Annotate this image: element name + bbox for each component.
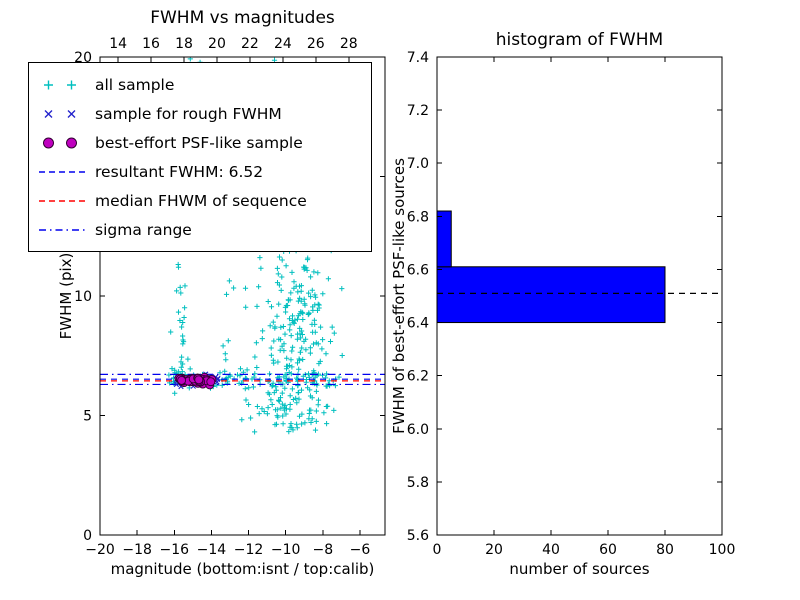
tick-label: 7.4 [407, 50, 429, 66]
tick-label: 7.2 [407, 103, 429, 119]
tick-label: 40 [542, 542, 560, 558]
tick-label: 6.2 [407, 369, 429, 385]
tick-label: −14 [197, 542, 227, 558]
tick-label: 16 [142, 36, 160, 52]
legend-label-rough-fwhm: sample for rough FWHM [95, 104, 282, 123]
x-marker-icon [37, 104, 87, 124]
histogram-plot-area [437, 210, 722, 324]
tick-label: 6.6 [407, 262, 429, 278]
tick-label: 0 [433, 542, 442, 558]
tick-label: 10 [74, 289, 92, 305]
legend-row-sigma-range: sigma range [37, 215, 365, 244]
legend-row-all-sample: all sample [37, 70, 365, 99]
tick-label: 80 [656, 542, 674, 558]
psf-sample-point [206, 377, 216, 387]
tick-label: 100 [709, 542, 736, 558]
legend-row-rough-fwhm: sample for rough FWHM [37, 99, 365, 128]
tick-label: −20 [85, 542, 115, 558]
legend-row-median-fwhm: median FHWM of sequence [37, 186, 365, 215]
tick-label: 26 [307, 36, 325, 52]
legend-row-psf-sample: best-effort PSF-like sample [37, 128, 365, 157]
legend-label-sigma-range: sigma range [95, 220, 192, 239]
tick-label: 20 [208, 36, 226, 52]
tick-label: 7.0 [407, 156, 429, 172]
dashdot-line-icon [37, 220, 87, 240]
tick-label: 22 [241, 36, 259, 52]
tick-label: −18 [122, 542, 152, 558]
scatter-plot-area [100, 57, 385, 435]
tick-label: 18 [175, 36, 193, 52]
tick-label: 60 [599, 542, 617, 558]
plus-marker-icon [37, 75, 87, 95]
legend-row-resultant-fwhm: resultant FWHM: 6.52 [37, 157, 365, 186]
tick-label: 24 [274, 36, 292, 52]
tick-label: 6.4 [407, 316, 429, 332]
tick-label: −10 [271, 542, 301, 558]
legend: all sample sample for rough FWHM best-ef… [28, 62, 372, 252]
psf-sample-point [194, 375, 204, 385]
tick-label: 14 [109, 36, 127, 52]
red-dashed-line-icon [37, 191, 87, 211]
tick-label: −6 [350, 542, 371, 558]
tick-label: 20 [485, 542, 503, 558]
tick-label: −8 [312, 542, 333, 558]
tick-label: −16 [159, 542, 189, 558]
tick-label: 6.8 [407, 209, 429, 225]
tick-label: 5.6 [407, 528, 429, 544]
axes-frame [436, 56, 723, 536]
circle-marker-icon [37, 133, 87, 153]
tick-label: 5.8 [407, 475, 429, 491]
psf-sample-point [177, 375, 187, 385]
tick-label: 0 [83, 528, 92, 544]
legend-label-all-sample: all sample [95, 75, 175, 94]
histogram-bar [437, 266, 666, 324]
histogram-bar [437, 210, 452, 268]
legend-label-psf-sample: best-effort PSF-like sample [95, 133, 303, 152]
tick-label: −12 [234, 542, 264, 558]
legend-label-resultant-fwhm: resultant FWHM: 6.52 [95, 162, 264, 181]
blue-dashed-line-icon [37, 162, 87, 182]
tick-label: 28 [340, 36, 358, 52]
legend-label-median-fwhm: median FHWM of sequence [95, 191, 307, 210]
tick-label: 6.0 [407, 422, 429, 438]
tick-label: 5 [83, 409, 92, 425]
